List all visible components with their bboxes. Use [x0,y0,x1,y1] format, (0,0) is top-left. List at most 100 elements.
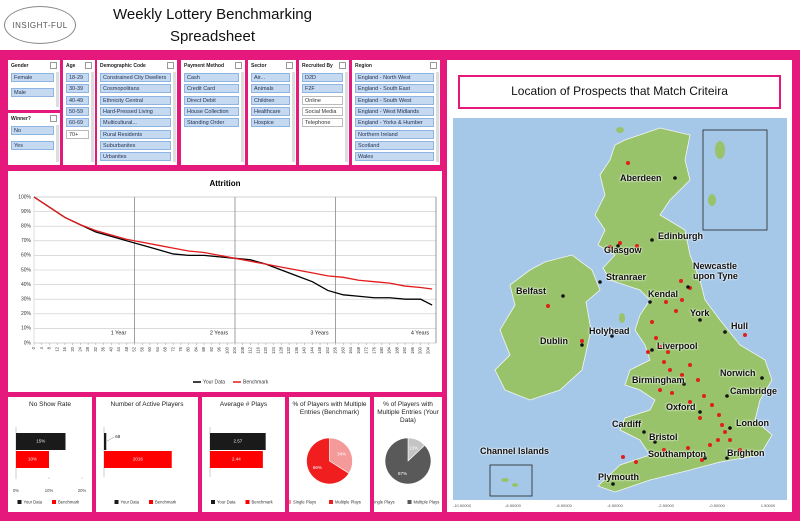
land-islands [512,483,518,487]
chart-title: % of Players with Multiple Entries (Your… [377,401,439,424]
y-tick-label: 0% [24,340,32,346]
data-label: 13% [409,446,418,451]
slicer-item[interactable]: Animals [251,84,290,94]
city-dot [723,330,727,334]
slicer-item[interactable]: House Collection [184,106,239,116]
slicer-item[interactable]: Direct Debit [184,95,239,105]
slicer-item[interactable]: Telephone [302,118,343,128]
slicer-item[interactable]: 30-39 [66,84,89,94]
land-islands [708,194,716,206]
slicer-item[interactable]: Multicultural... [100,118,171,128]
prospect-dot [546,304,550,308]
slicer-item[interactable]: 50-59 [66,106,89,116]
slicer-item[interactable]: 70+ [66,129,89,139]
attrition-panel: Attrition 0% 10% 20% 30% 40% 50% 60% 70% 80% 90% 10… [8,171,442,392]
x-tick-label: 144 [309,346,314,354]
slicer-item[interactable]: Cash [184,73,239,82]
slicer-item[interactable]: England - North West [355,73,434,82]
slicer-item[interactable]: England - Yorks & Humber [355,118,434,128]
x-tick-label: 36 [101,346,106,351]
slicer-item[interactable]: England - West Midlands [355,106,434,116]
slicer-item[interactable]: Northern Ireland [355,129,434,139]
x-tick-label: 20 [70,346,75,351]
slicer-item[interactable]: Children [251,95,290,105]
x-tick-label: 72 [170,346,175,351]
series-line [33,196,433,290]
period-label: 4 Years [411,330,430,336]
kpi-chart: 15% 10% 0% 10% 20% Your Data Benchmark [13,427,86,505]
city-label: Southampton [648,449,706,459]
prospect-dot [680,373,684,377]
slicer-item[interactable]: Cosmopolitans [100,84,171,94]
slicer-item[interactable]: 40-49 [66,95,89,105]
legend-label: Single Plays [293,500,316,505]
slicer-item[interactable]: Standing Order [184,118,239,128]
prospect-dot [668,368,672,372]
slicer: Winner? No Yes [8,113,60,165]
period-label: 2 Years [210,330,229,336]
x-tick-label: 176 [371,346,376,354]
city-label: Belfast [516,286,547,296]
prospect-dot [716,438,720,442]
slicer-item[interactable]: Healthcare [251,106,290,116]
series-line [33,196,433,306]
city-label: Dublin [540,336,568,346]
slicer-item[interactable]: Online [302,95,343,105]
slicer-item[interactable]: Yes [11,141,54,150]
bar [104,433,107,450]
kpi-panel: % of Players with Multiple Entries (Your… [374,397,442,512]
slicer-item[interactable]: F2F [302,84,343,94]
slicer-item[interactable]: Hospice [251,118,290,128]
slicer-item[interactable]: Wales [355,152,434,162]
city-dot [648,300,652,304]
slicer-item[interactable]: Male [11,88,54,97]
slicer-title: Demographic Code [100,63,146,69]
city-dot [580,343,584,347]
kpi-chart: 34% 66% Single Plays Multiple Plays [289,437,361,505]
city-label: Plymouth [598,472,640,482]
slicer-item[interactable]: England - South West [355,95,434,105]
slicer-item[interactable]: 18-29 [66,73,89,82]
slicer-item[interactable]: Ethnicity Central [100,95,171,105]
inset-box [489,464,533,497]
inset-box [702,129,768,231]
slicer-item[interactable]: Credit Card [184,84,239,94]
city-dot [703,456,707,460]
slicer-item[interactable]: Urbanites [100,152,171,162]
slicer-item[interactable]: Air... [251,73,290,82]
slicer-clear-icon [235,62,242,69]
longitude-label: -10.50000 [453,503,472,508]
pie-slice [384,437,432,485]
map: Location of Prospects that Match Criteir… [453,75,787,508]
city-dot [725,394,729,398]
prospect-dot [686,446,690,450]
attrition-chart: Attrition 0% 10% 20% 30% 40% 50% 60% 70% 80% 90% 10… [18,179,437,385]
longitude-label: -0.50000 [709,503,726,508]
slicer-title: Recruited By [302,63,333,69]
x-tick-label: 108 [240,346,245,354]
legend-label: Multiple Plays [335,500,361,505]
legend-label: Single Plays [374,500,395,505]
slicer-item[interactable]: No [11,126,54,135]
y-tick-label: 10% [21,326,32,332]
legend-swatch [407,500,412,504]
slicer-item[interactable]: Scotland [355,140,434,150]
x-tick-label: 52 [132,346,137,351]
prospect-dot [688,400,692,404]
slicer-item[interactable]: Female [11,73,54,82]
slicer-item[interactable]: Rural Residents [100,129,171,139]
slicer-item[interactable]: Hard-Pressed Living [100,106,171,116]
slicer-item[interactable]: Suburbanites [100,140,171,150]
city-dot [610,334,614,338]
slicer-item[interactable]: Constrained City Dwellers [100,73,171,82]
x-tick-label: 88 [201,346,206,351]
kpi-panel: No Show Rate 15% 10% 0% 10% 20% Your Data Bench… [8,397,92,512]
slicer-item[interactable]: England - South East [355,84,434,94]
slicer-item[interactable]: D2D [302,73,343,82]
slicer-title: Winner? [11,116,31,122]
slicer-item[interactable]: 60-69 [66,118,89,128]
slicer-item[interactable]: Social Media [302,106,343,116]
x-tick-label: 124 [271,346,276,354]
slicer-clear-icon [339,62,346,69]
